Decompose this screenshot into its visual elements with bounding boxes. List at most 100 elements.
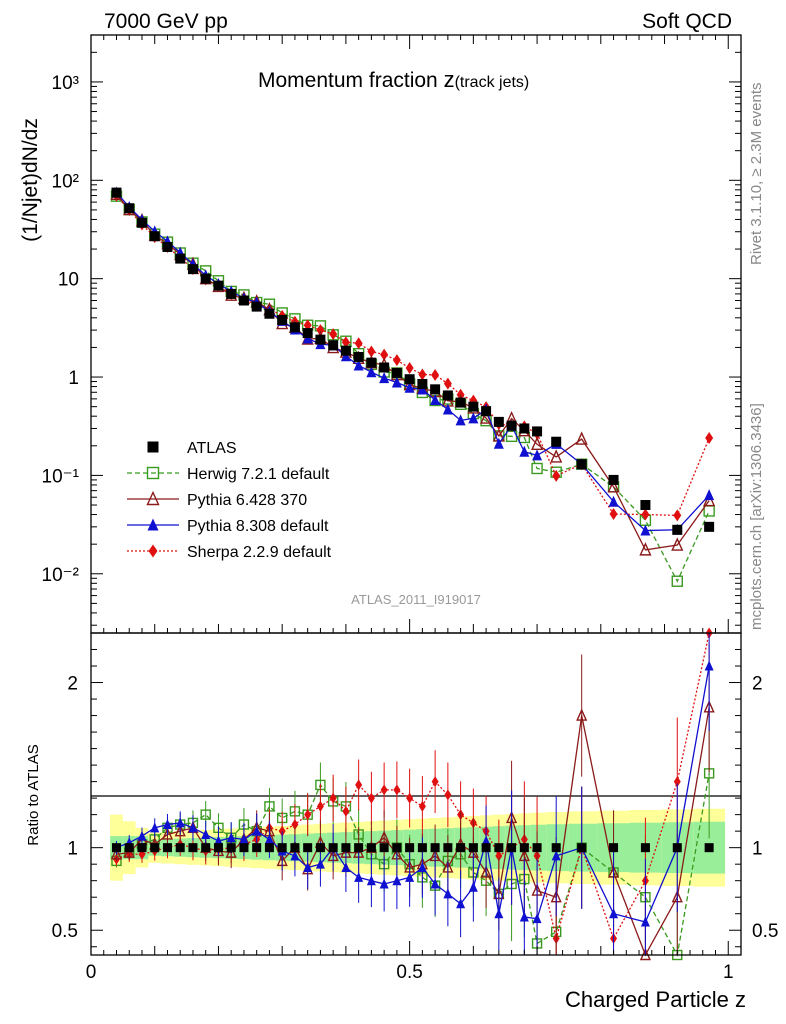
data-point (147, 441, 159, 453)
header-left: 7000 GeV pp (104, 10, 228, 33)
data-point (277, 843, 287, 853)
data-point (367, 345, 376, 358)
data-point (456, 898, 466, 909)
data-point (367, 792, 375, 804)
data-point (519, 911, 529, 922)
data-point (442, 390, 453, 401)
side-label-top: Rivet 3.1.10, ≥ 2.3M events (748, 83, 765, 266)
series-line (116, 707, 710, 957)
data-point (366, 366, 377, 378)
y-tick-label: 10³ (52, 73, 79, 94)
data-point (304, 809, 312, 821)
data-point (149, 231, 160, 242)
y-tick-label: 10⁻² (42, 565, 80, 586)
data-point (392, 843, 402, 853)
data-point (607, 479, 620, 493)
ratio-tick-label: 1 (752, 839, 763, 860)
data-point (418, 368, 427, 381)
data-point (404, 381, 415, 393)
data-point (150, 843, 160, 853)
data-point (188, 822, 198, 833)
data-point (366, 357, 377, 368)
plot-title: Momentum fraction z(track jets) (258, 67, 529, 92)
data-point (146, 466, 160, 480)
ratio-panel: Ratio to ATLAS 0.5 0.5 1 1 2 2 (25, 627, 778, 961)
data-point (264, 833, 274, 844)
series-line (116, 632, 710, 941)
data-point (289, 322, 300, 333)
data-point (550, 449, 563, 463)
data-point (455, 397, 466, 408)
data-point (609, 508, 618, 521)
data-point (315, 858, 325, 869)
data-point (430, 878, 440, 889)
data-point (188, 843, 198, 853)
data-point (175, 843, 185, 853)
data-point (136, 217, 147, 228)
data-point (406, 792, 414, 804)
data-point (226, 832, 236, 843)
data-point (124, 843, 134, 853)
data-point (704, 489, 715, 501)
data-point (705, 432, 714, 445)
data-point (392, 354, 401, 367)
data-point (704, 660, 714, 671)
data-point (328, 340, 339, 351)
data-point (551, 843, 561, 853)
data-point (507, 843, 517, 853)
data-point (481, 406, 492, 417)
data-point (530, 436, 544, 450)
data-point (405, 843, 415, 853)
data-point (137, 843, 147, 853)
data-point (252, 825, 262, 836)
data-point (468, 412, 479, 424)
data-point (290, 843, 300, 853)
ratio-tick-label: 1 (67, 839, 78, 860)
data-point (532, 449, 543, 461)
data-point (430, 393, 441, 405)
data-point (340, 345, 351, 356)
data-point (277, 315, 288, 326)
data-point (443, 888, 453, 899)
y-tick-label: 10² (52, 171, 79, 192)
data-point (162, 241, 173, 252)
data-point (355, 779, 363, 791)
data-point (200, 273, 211, 284)
data-point (609, 843, 619, 853)
data-point (456, 843, 466, 853)
data-point (608, 495, 619, 507)
data-point (354, 871, 364, 882)
data-point (494, 843, 504, 853)
data-point (430, 843, 440, 853)
data-point (201, 843, 211, 853)
data-point (252, 843, 262, 853)
main-series-layer (110, 186, 716, 587)
data-point (278, 825, 286, 837)
ratio-tick-label: 2 (752, 674, 763, 695)
data-point (481, 843, 491, 853)
data-point (162, 819, 172, 830)
data-point (354, 843, 364, 853)
data-point (703, 505, 715, 517)
series-line (116, 195, 710, 517)
data-point (639, 542, 652, 556)
data-point (641, 508, 650, 521)
data-point (455, 414, 466, 426)
data-point (671, 575, 683, 587)
data-point (201, 828, 211, 839)
legend-label: ATLAS (187, 440, 237, 457)
data-point (226, 288, 237, 299)
data-point (417, 378, 428, 389)
data-point (315, 843, 325, 853)
data-point (551, 436, 562, 447)
data-point (442, 403, 453, 415)
data-point (161, 827, 174, 840)
data-point (111, 843, 121, 853)
x-tick-label: 0 (86, 962, 97, 983)
data-point (174, 823, 186, 837)
data-point (316, 324, 325, 337)
data-point (380, 348, 389, 361)
data-point (329, 792, 337, 804)
data-point (379, 843, 389, 853)
data-point (213, 280, 224, 291)
